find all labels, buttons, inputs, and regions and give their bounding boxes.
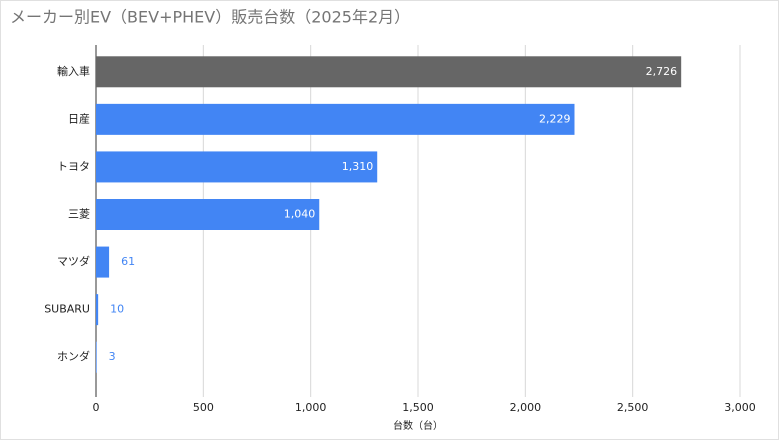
x-tick-label: 1,000 <box>295 401 327 414</box>
y-tick-label: マツダ <box>57 254 90 268</box>
x-axis-label: 台数（台） <box>393 419 443 432</box>
data-label: 3 <box>109 350 116 363</box>
data-label: 10 <box>110 303 124 316</box>
x-tick-label: 500 <box>193 401 214 414</box>
bar <box>96 294 99 326</box>
x-tick-label: 2,500 <box>617 401 649 414</box>
data-label: 1,040 <box>284 208 316 221</box>
data-label: 61 <box>121 255 135 268</box>
bar <box>96 246 110 278</box>
y-tick-label: 輸入車 <box>57 64 90 78</box>
data-label: 1,310 <box>342 160 374 173</box>
bar <box>96 103 575 135</box>
bar <box>96 56 682 88</box>
data-label: 2,229 <box>539 112 571 125</box>
chart-title: メーカー別EV（BEV+PHEV）販売台数（2025年2月） <box>10 8 410 27</box>
y-tick-label: SUBARU <box>44 303 90 316</box>
x-tick-label: 1,500 <box>402 401 434 414</box>
y-tick-label: 三菱 <box>68 208 90 221</box>
data-label: 2,726 <box>646 65 678 78</box>
x-tick-label: 0 <box>93 401 100 414</box>
x-tick-label: 2,000 <box>510 401 542 414</box>
bar <box>96 151 378 183</box>
y-tick-label: ホンダ <box>57 349 90 363</box>
bar <box>96 341 97 373</box>
bar <box>96 199 320 230</box>
y-tick-label: トヨタ <box>57 160 90 173</box>
y-tick-label: 日産 <box>68 112 90 125</box>
x-tick-label: 3,000 <box>724 401 756 414</box>
